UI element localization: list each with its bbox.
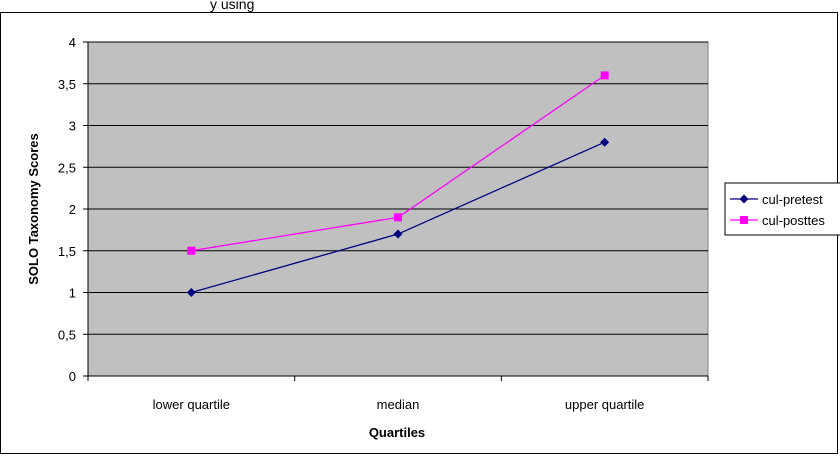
y-tick-label: 4 [69, 35, 76, 50]
y-tick-label: 3 [69, 119, 76, 134]
series-layer [186, 71, 610, 297]
header-fragment: y using [210, 0, 254, 12]
data-point-cul-pretest [186, 288, 196, 297]
legend-marker-cul-posttes [740, 216, 748, 224]
data-point-cul-pretest [600, 137, 610, 147]
x-axis-title: Quartiles [369, 425, 425, 440]
y-axis-title: SOLO Taxonomy Scores [26, 133, 41, 284]
data-point-cul-posttes [600, 71, 609, 80]
y-tick-label: 0,5 [58, 327, 76, 342]
data-point-cul-posttes [187, 246, 196, 255]
data-point-cul-posttes [394, 213, 402, 222]
legend-box [724, 182, 840, 236]
y-tick-label: 3,5 [58, 77, 76, 92]
legend-label: cul-pretest [762, 192, 823, 207]
x-tick-label: lower quartile [153, 397, 230, 412]
y-tick-label: 2 [69, 202, 76, 217]
y-axis: 0 0,5 1 1,5 2 2,5 3 3,5 4 [58, 35, 89, 384]
legend-marker-cul-pretest [739, 194, 749, 204]
y-tick-label: 1,5 [58, 244, 76, 259]
y-tick-label: 1 [69, 286, 76, 301]
data-point-cul-pretest [393, 229, 403, 239]
legend-label: cul-posttes [762, 213, 825, 228]
legend: cul-pretest cul-posttes [724, 182, 840, 236]
x-tick-label: median [377, 397, 420, 412]
x-axis: lower quartile median upper quartile [87, 375, 709, 412]
y-tick-label: 0 [69, 369, 76, 384]
x-tick-label: upper quartile [565, 397, 645, 412]
y-tick-label: 2,5 [58, 160, 76, 175]
